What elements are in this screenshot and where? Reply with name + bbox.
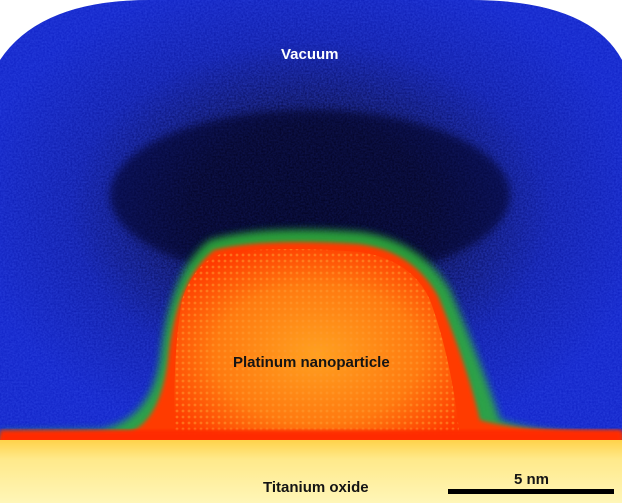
nanoparticle-label: Platinum nanoparticle [233,354,390,371]
scale-bar-label: 5 nm [514,471,550,488]
substrate-label: Titanium oxide [263,479,369,496]
vacuum-label: Vacuum [281,46,339,63]
scale-bar [448,489,614,494]
platinum-nanoparticle [174,249,461,440]
